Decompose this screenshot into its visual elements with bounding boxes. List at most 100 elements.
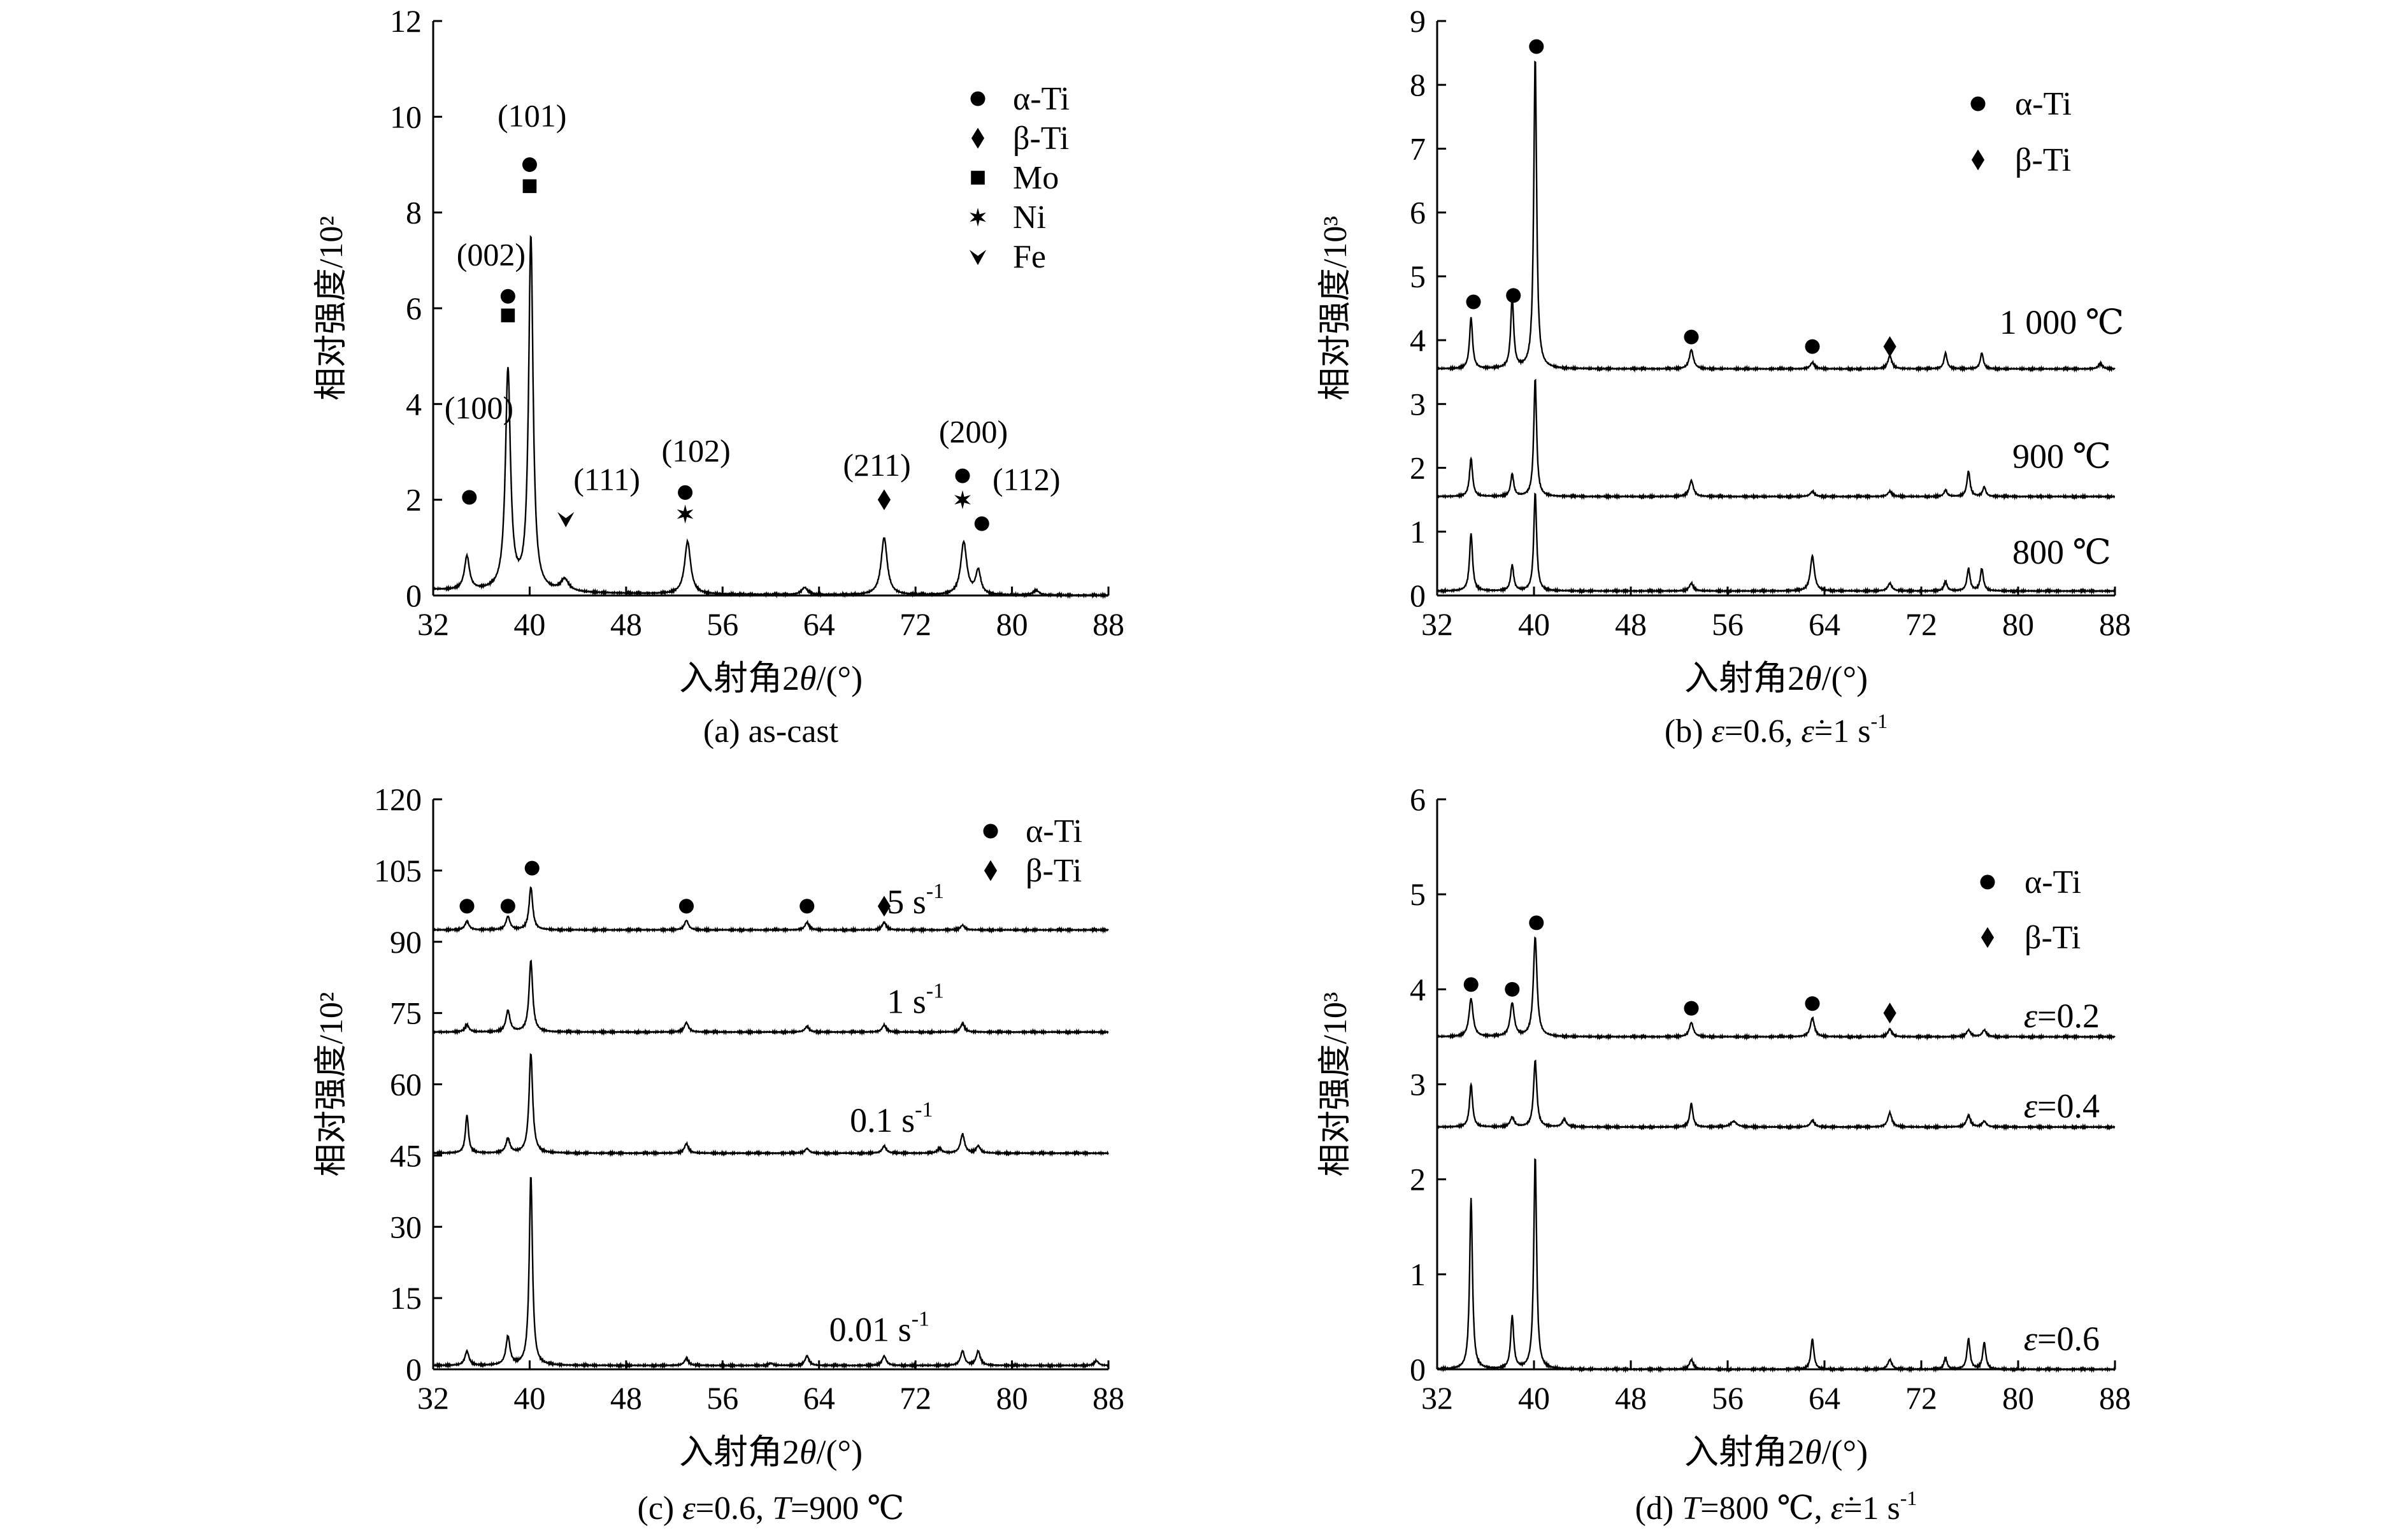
legend-label: Ni bbox=[1013, 199, 1046, 236]
y-tick-label: 5 bbox=[1410, 259, 1426, 294]
series-line bbox=[1437, 492, 2116, 595]
x-tick-label: 48 bbox=[610, 1380, 642, 1416]
peak-label: (100) bbox=[445, 390, 513, 425]
marker-diamond bbox=[1971, 149, 1985, 171]
y-tick-label: 4 bbox=[406, 386, 422, 422]
marker-diamond bbox=[877, 895, 891, 917]
series-label: 1 s-1 bbox=[887, 980, 944, 1021]
panel-b-temperature: 32 40 48 56 64 72 80 880123456789相对强度/10³入射角2θ/… bbox=[1317, 3, 2131, 750]
series-line bbox=[432, 959, 1109, 1036]
x-tick-label: 40 bbox=[513, 606, 545, 642]
marker-diamond bbox=[1883, 1002, 1896, 1023]
legend-label: Fe bbox=[1013, 239, 1046, 275]
marker-fe bbox=[969, 250, 987, 266]
series-line bbox=[1437, 1158, 2116, 1374]
y-tick-label: 2 bbox=[406, 482, 422, 518]
marker-star bbox=[970, 208, 986, 227]
series-line bbox=[1436, 1059, 2116, 1131]
y-tick-label: 12 bbox=[390, 3, 422, 39]
x-tick-label: 56 bbox=[1712, 1380, 1744, 1416]
y-tick-label: 30 bbox=[390, 1209, 422, 1244]
y-tick-label: 0 bbox=[1410, 578, 1426, 613]
x-tick-label: 64 bbox=[1809, 1380, 1840, 1416]
series-label: ε=0.6 bbox=[2024, 1320, 2100, 1358]
marker-circle bbox=[1466, 294, 1481, 310]
x-tick-label: 32 bbox=[417, 606, 449, 642]
marker-circle bbox=[459, 899, 475, 914]
marker-diamond bbox=[984, 860, 998, 881]
x-tick-label: 88 bbox=[1093, 606, 1124, 642]
legend-label: β-Ti bbox=[2025, 920, 2081, 956]
marker-circle bbox=[983, 824, 998, 839]
marker-circle bbox=[799, 899, 815, 914]
x-tick-label: 72 bbox=[899, 606, 931, 642]
y-tick-label: 5 bbox=[1410, 876, 1426, 912]
y-tick-label: 8 bbox=[1410, 67, 1426, 103]
y-tick-label: 1 bbox=[1410, 1257, 1426, 1292]
series-line bbox=[433, 886, 1109, 934]
y-axis-label: 相对强度/10³ bbox=[1317, 992, 1354, 1176]
y-tick-label: 120 bbox=[374, 781, 422, 817]
marker-circle bbox=[1529, 39, 1544, 54]
x-tick-label: 88 bbox=[2099, 606, 2131, 642]
series-line bbox=[1437, 936, 2116, 1041]
series-label: ε=0.4 bbox=[2024, 1087, 2100, 1125]
legend-label: α-Ti bbox=[1026, 813, 1082, 850]
panel-c-strain-rate: 32 40 48 56 64 72 80 88 0 15 30 45 60 75 90 105 120 相对强度/… bbox=[313, 781, 1124, 1527]
marker-circle bbox=[1980, 874, 1995, 890]
y-tick-label: 4 bbox=[1410, 971, 1426, 1007]
series-line bbox=[1437, 61, 2116, 373]
x-tick-label: 56 bbox=[1712, 606, 1744, 642]
x-tick-label: 72 bbox=[1905, 1380, 1937, 1416]
x-tick-label: 64 bbox=[803, 606, 835, 642]
marker-circle bbox=[1684, 1001, 1699, 1016]
x-axis-label: 入射角2θ/(°) bbox=[679, 1433, 863, 1471]
y-tick-label: 60 bbox=[390, 1067, 422, 1102]
marker-circle bbox=[1684, 329, 1699, 345]
x-tick-label: 32 bbox=[1421, 1380, 1453, 1416]
series-line bbox=[1436, 378, 2116, 501]
x-tick-label: 72 bbox=[899, 1380, 931, 1416]
y-tick-label: 6 bbox=[1410, 195, 1426, 231]
marker-circle bbox=[524, 860, 540, 876]
peak-label: (102) bbox=[661, 433, 730, 469]
x-axis-label: 入射角2θ/(°) bbox=[1684, 1433, 1868, 1471]
x-tick-label: 88 bbox=[1093, 1380, 1124, 1416]
marker-diamond bbox=[877, 489, 891, 510]
marker-star bbox=[954, 490, 971, 510]
y-tick-label: 6 bbox=[1410, 781, 1426, 817]
y-axis-label: 相对强度/10³ bbox=[1317, 216, 1354, 401]
y-tick-label: 1 bbox=[1410, 514, 1426, 550]
panel-d-strain: 32 40 48 56 64 72 80 880123456相对强度/10³入射角2θ/(°)… bbox=[1317, 781, 2131, 1527]
x-tick-label: 40 bbox=[1518, 606, 1550, 642]
legend-label: α-Ti bbox=[2025, 864, 2081, 901]
y-tick-label: 0 bbox=[406, 578, 422, 613]
x-tick-label: 48 bbox=[1615, 606, 1647, 642]
x-tick-label: 80 bbox=[2002, 606, 2034, 642]
series-line bbox=[433, 1053, 1109, 1157]
marker-circle bbox=[1506, 288, 1521, 303]
y-tick-label: 2 bbox=[1410, 450, 1426, 486]
marker-diamond bbox=[1981, 927, 1995, 948]
marker-square bbox=[971, 171, 985, 185]
legend-label: β-Ti bbox=[2015, 142, 2071, 178]
x-tick-label: 64 bbox=[803, 1380, 835, 1416]
marker-circle bbox=[522, 157, 537, 173]
x-axis-label: 入射角2θ/(°) bbox=[679, 659, 863, 697]
marker-square bbox=[522, 179, 537, 194]
y-tick-label: 10 bbox=[390, 99, 422, 134]
legend-label: β-Ti bbox=[1013, 120, 1069, 157]
y-tick-label: 9 bbox=[1410, 3, 1426, 39]
marker-circle bbox=[678, 485, 693, 500]
legend-label: Mo bbox=[1013, 160, 1059, 196]
marker-circle bbox=[1505, 981, 1520, 997]
x-tick-label: 40 bbox=[513, 1380, 545, 1416]
y-tick-label: 7 bbox=[1410, 131, 1426, 166]
x-tick-label: 80 bbox=[996, 606, 1028, 642]
y-tick-label: 45 bbox=[390, 1137, 422, 1173]
x-tick-label: 56 bbox=[706, 1380, 738, 1416]
legend-label: α-Ti bbox=[1013, 81, 1070, 117]
series-label: 800 ℃ bbox=[2012, 533, 2111, 571]
y-tick-label: 4 bbox=[1410, 322, 1426, 358]
